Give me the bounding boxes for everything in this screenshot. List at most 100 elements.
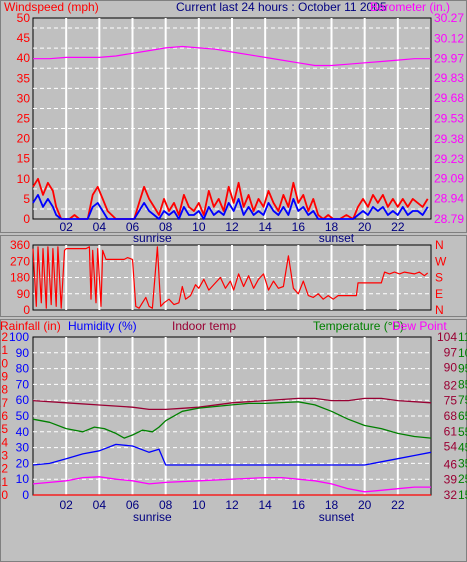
wind-tick-label: 45	[17, 31, 31, 45]
top-hour-label: 20	[358, 220, 372, 234]
baro-tick-label: 29.83	[434, 71, 464, 85]
bottom-hour-label: 22	[391, 498, 405, 512]
top-hour-label: 18	[325, 220, 339, 234]
sunset-label: sunset	[319, 510, 355, 524]
axis-1-tick-label: 0	[22, 488, 29, 502]
top-hour-label: 22	[391, 220, 405, 234]
top-hour-label: 06	[126, 220, 140, 234]
axis-3-tick-label: 65	[458, 409, 467, 423]
dew-point-label: Dew Point	[392, 319, 447, 333]
top-hour-label: 02	[59, 220, 73, 234]
top-hour-label: 12	[225, 220, 239, 234]
rainfall-label: Rainfall (in)	[0, 319, 61, 333]
wind-tick-label: 25	[17, 112, 31, 126]
wind-tick-label: 35	[17, 71, 31, 85]
chart-title: Current last 24 hours : October 11 2005	[176, 0, 387, 14]
top-hour-label: 10	[192, 220, 206, 234]
bottom-hour-label: 12	[225, 498, 239, 512]
axis-1-tick-label: 20	[16, 456, 30, 470]
baro-tick-label: 30.27	[434, 11, 464, 25]
axis-2-tick-label: 90	[444, 361, 458, 375]
axis-3-tick-label: 85	[458, 377, 467, 391]
axis-0-tick-label: 0.1	[0, 475, 8, 489]
axis-0-tick-label: 0.3	[0, 449, 8, 463]
compass-label: W	[435, 254, 447, 268]
top-hour-label: 08	[159, 220, 173, 234]
axis-3-tick-label: 75	[458, 393, 467, 407]
bottom-hour-label: 10	[192, 498, 206, 512]
axis-2-tick-label: 75	[444, 394, 458, 408]
axis-1-tick-label: 10	[16, 472, 30, 486]
axis-2-tick-label: 46	[444, 457, 458, 471]
bottom-hour-label: 02	[59, 498, 73, 512]
dir-tick-label: 360	[10, 238, 30, 252]
wind-tick-label: 10	[17, 172, 31, 186]
axis-1-tick-label: 90	[16, 346, 30, 360]
top-hour-label: 04	[93, 220, 107, 234]
wind-tick-label: 30	[17, 91, 31, 105]
dir-tick-label: 180	[10, 271, 30, 285]
series-wind-direction	[32, 246, 429, 309]
baro-tick-label: 29.23	[434, 152, 464, 166]
axis-0-tick-label: 1.2	[0, 330, 8, 344]
sunrise-label: sunrise	[133, 510, 172, 524]
series-wind-gust	[32, 193, 429, 220]
axis-2-tick-label: 68	[444, 409, 458, 423]
wind-tick-label: 0	[23, 212, 30, 226]
bottom-hour-label: 06	[126, 498, 140, 512]
series-indoor-temp	[32, 397, 432, 411]
axis-3-tick-label: 25	[458, 472, 467, 486]
baro-tick-label: 29.53	[434, 112, 464, 126]
axis-3-tick-label: 35	[458, 456, 467, 470]
axis-1-tick-label: 30	[16, 441, 30, 455]
axis-3-tick-label: 55	[458, 425, 467, 439]
axis-0-tick-label: 1.1	[0, 343, 8, 357]
axis-2-tick-label: 97	[444, 345, 458, 359]
axis-1-tick-label: 60	[16, 393, 30, 407]
top-hour-label: 16	[292, 220, 306, 234]
axis-3-tick-label: 15	[458, 488, 467, 502]
sunset-label: sunset	[319, 231, 355, 245]
series-temperature	[32, 401, 432, 439]
axis-1-tick-label: 80	[16, 362, 30, 376]
axis-2-tick-label: 32	[444, 488, 458, 502]
axis-3-tick-label: 115	[458, 330, 467, 344]
bottom-hour-label: 14	[258, 498, 272, 512]
axis-0-tick-label: 0.6	[0, 409, 8, 423]
dir-tick-label: 90	[17, 287, 31, 301]
axis-0-tick-label: 0.7	[0, 396, 8, 410]
barometer-label: Barometer (in.)	[370, 0, 450, 14]
wind-tick-label: 5	[23, 192, 30, 206]
compass-label: S	[435, 271, 443, 285]
compass-label: N	[435, 303, 444, 317]
axis-3-tick-label: 45	[458, 441, 467, 455]
compass-label: N	[435, 238, 444, 252]
wind-tick-label: 15	[17, 152, 31, 166]
baro-tick-label: 29.68	[434, 91, 464, 105]
sunrise-label: sunrise	[133, 231, 172, 245]
bottom-hour-label: 18	[325, 498, 339, 512]
axis-2-tick-label: 54	[444, 440, 458, 454]
axis-0-tick-label: 0.2	[0, 462, 8, 476]
baro-tick-label: 29.09	[434, 171, 464, 185]
axis-3-tick-label: 95	[458, 362, 467, 376]
wind-tick-label: 20	[17, 132, 31, 146]
bottom-hour-label: 20	[358, 498, 372, 512]
dir-tick-label: 0	[23, 303, 30, 317]
baro-tick-label: 28.94	[434, 192, 464, 206]
baro-tick-label: 30.12	[434, 31, 464, 45]
bottom-hour-label: 08	[159, 498, 173, 512]
axis-2-tick-label: 104	[437, 330, 457, 344]
axis-0-tick-label: 1.0	[0, 356, 8, 370]
axis-2-tick-label: 39	[444, 473, 458, 487]
axis-0-tick-label: 0.0	[0, 488, 8, 502]
wind-tick-label: 40	[17, 51, 31, 65]
series-windspeed	[32, 177, 429, 220]
axis-2-tick-label: 61	[444, 424, 458, 438]
axis-0-tick-label: 0.9	[0, 370, 8, 384]
baro-tick-label: 29.97	[434, 52, 464, 66]
axis-0-tick-label: 0.4	[0, 435, 8, 449]
baro-tick-label: 29.38	[434, 132, 464, 146]
charts-layer: 0 5 10 15 20 25 30 35 40 45 50 28.79 28.94 29.09 29.23…	[0, 11, 467, 524]
axis-1-tick-label: 50	[16, 409, 30, 423]
